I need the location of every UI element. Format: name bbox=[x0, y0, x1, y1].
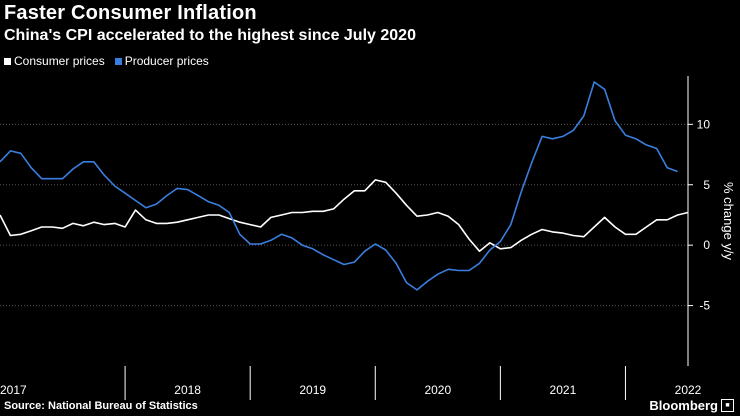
chart-title: Faster Consumer Inflation bbox=[4, 2, 257, 24]
series-line-consumer bbox=[0, 179, 689, 252]
chart-legend: Consumer prices Producer prices bbox=[4, 54, 209, 68]
bloomberg-logo: Bloomberg ■ bbox=[649, 398, 734, 413]
series-line-producer bbox=[0, 81, 678, 291]
chart-icon: ■ bbox=[721, 399, 734, 412]
y-tick-label-5: 5 bbox=[703, 178, 710, 192]
x-tick-label-2019: 2019 bbox=[299, 383, 326, 397]
y-tick-label-0: 0 bbox=[703, 238, 710, 252]
y-tick-label--5: -5 bbox=[699, 299, 710, 313]
legend-swatch-consumer bbox=[4, 57, 11, 65]
brand-label: Bloomberg bbox=[649, 398, 718, 413]
x-tick-label-2018: 2018 bbox=[174, 383, 201, 397]
chart-subtitle: China's CPI accelerated to the highest s… bbox=[4, 27, 416, 44]
x-tick-label-2017: 2017 bbox=[0, 383, 27, 397]
y-axis-title: % change y/y bbox=[721, 182, 736, 261]
x-tick-label-2021: 2021 bbox=[550, 383, 577, 397]
x-tick-label-2020: 2020 bbox=[424, 383, 451, 397]
source-note: Source: National Bureau of Statistics bbox=[4, 400, 198, 412]
legend-label-producer: Producer prices bbox=[124, 54, 209, 68]
legend-label-consumer: Consumer prices bbox=[14, 54, 105, 68]
legend-swatch-producer bbox=[114, 57, 122, 65]
legend-item-consumer: Consumer prices bbox=[4, 54, 105, 68]
legend-item-producer: Producer prices bbox=[114, 54, 209, 68]
x-tick-label-2022: 2022 bbox=[675, 383, 702, 397]
y-tick-label-10: 10 bbox=[697, 117, 711, 131]
